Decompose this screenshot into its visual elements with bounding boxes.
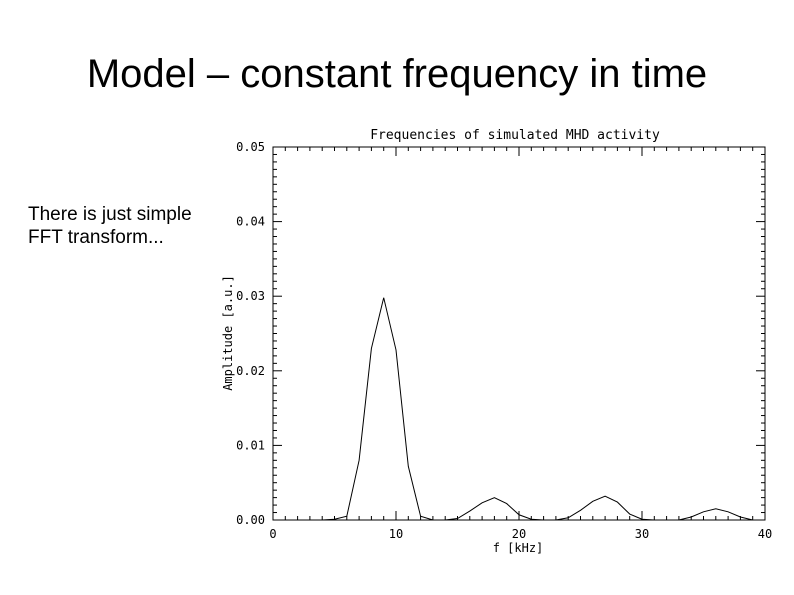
- plot-frame: [272, 146, 766, 521]
- y-tick-label: 0.02: [236, 364, 265, 378]
- y-tick-label: 0.00: [236, 513, 265, 527]
- y-tick-label: 0.04: [236, 215, 265, 229]
- slide-body-text: There is just simple FFT transform...: [28, 203, 228, 249]
- body-line-1: There is just simple: [28, 204, 192, 225]
- x-tick-label: 10: [389, 527, 403, 541]
- x-tick-label: 40: [758, 527, 772, 541]
- x-tick-label: 20: [512, 527, 526, 541]
- slide-title: Model – constant frequency in time: [86, 52, 708, 96]
- x-tick-label: 30: [635, 527, 649, 541]
- x-axis-label: f [kHz]: [493, 541, 544, 555]
- body-line-2: FFT transform...: [28, 227, 164, 248]
- y-axis-label: Amplitude [a.u.]: [221, 275, 235, 391]
- y-tick-label: 0.01: [236, 438, 265, 452]
- minor-ticks: [273, 147, 765, 520]
- x-tick-label: 0: [269, 527, 276, 541]
- y-tick-label: 0.05: [236, 140, 265, 154]
- y-tick-label: 0.03: [236, 289, 265, 303]
- series-line: [273, 297, 765, 521]
- major-ticks: [272, 146, 766, 521]
- chart-title: Frequencies of simulated MHD activity: [370, 128, 660, 143]
